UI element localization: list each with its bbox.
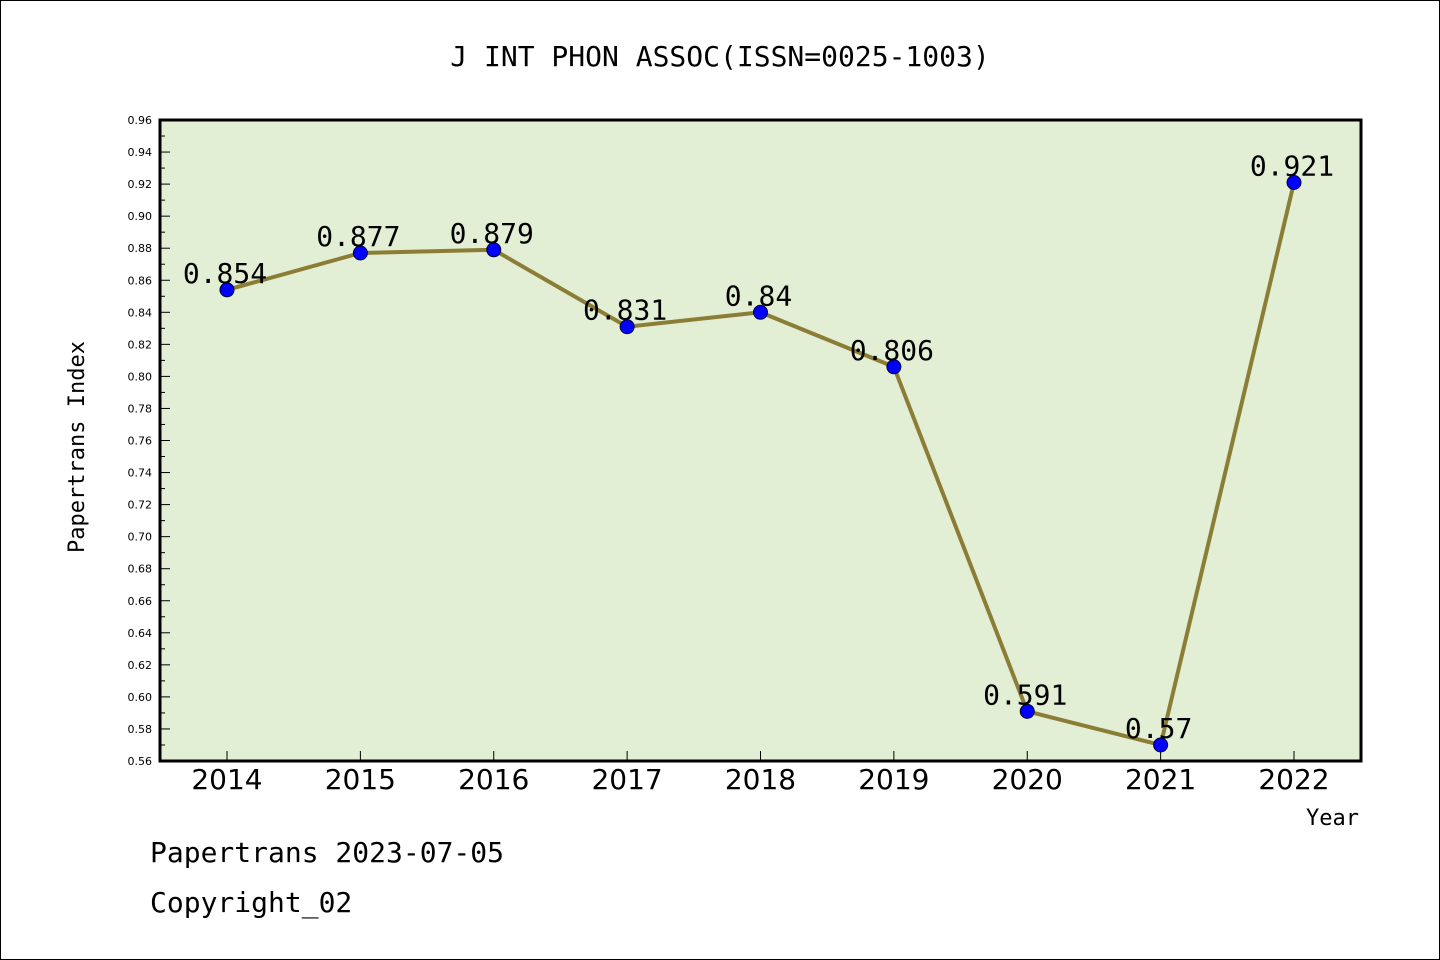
data-point	[1019, 703, 1035, 719]
data-point	[1286, 174, 1302, 190]
y-tick-label: 0.74	[128, 467, 153, 480]
y-tick-label: 0.86	[128, 274, 153, 287]
x-tick-label: 2017	[591, 763, 662, 796]
chart-title: J INT PHON ASSOC(ISSN=0025-1003)	[450, 40, 989, 73]
x-tick-label: 2016	[458, 763, 529, 796]
data-label: 0.84	[725, 279, 792, 312]
y-axis: 0.56 0.58 0.60 0.62 0.64 0.66 0.68 0.70 0.72 0.74…	[128, 114, 170, 768]
y-tick-label: 0.82	[128, 338, 153, 351]
y-tick-label: 0.58	[128, 723, 153, 736]
y-tick-label: 0.94	[128, 146, 153, 159]
y-tick-label: 0.84	[128, 306, 153, 319]
data-label: 0.591	[983, 678, 1067, 711]
footer-copyright: Copyright_02	[150, 886, 353, 919]
x-tick-label: 2022	[1258, 763, 1329, 796]
y-tick-label: 0.64	[128, 627, 153, 640]
data-point	[352, 245, 368, 261]
y-tick-label: 0.60	[128, 691, 153, 704]
y-tick-label: 0.76	[128, 435, 153, 448]
y-tick-label: 0.62	[128, 659, 153, 672]
data-label: 0.806	[850, 334, 934, 367]
data-label: 0.921	[1250, 149, 1334, 182]
data-labels: 0.854 0.877 0.879 0.831 0.84 0.806 0.591 0.57 0.…	[183, 149, 1334, 744]
plot-area	[158, 118, 1363, 763]
x-tick-label: 2015	[325, 763, 396, 796]
data-point	[619, 319, 635, 335]
y-tick-label: 0.78	[128, 402, 153, 415]
y-tick-label: 0.92	[128, 178, 153, 191]
y-tick-label: 0.80	[128, 370, 153, 383]
y-tick-label: 0.96	[128, 114, 153, 127]
y-tick-label: 0.68	[128, 563, 153, 576]
data-label: 0.57	[1125, 712, 1192, 745]
x-tick-label: 2020	[992, 763, 1063, 796]
data-label: 0.877	[316, 220, 400, 253]
y-tick-label: 0.70	[128, 531, 153, 544]
x-tick-label: 2021	[1125, 763, 1196, 796]
data-point	[486, 242, 502, 258]
data-point	[1153, 737, 1169, 753]
data-points	[219, 174, 1302, 753]
x-tick-label: 2019	[858, 763, 929, 796]
data-label: 0.879	[450, 217, 534, 250]
y-tick-label: 0.66	[128, 595, 153, 608]
y-tick-label: 0.72	[128, 499, 153, 512]
y-tick-label: 0.90	[128, 210, 153, 223]
y-axis-title: Papertrans Index	[65, 341, 90, 553]
data-point	[753, 304, 768, 320]
data-point	[886, 359, 902, 375]
y-tick-label: 0.88	[128, 242, 153, 255]
x-tick-label: 2018	[725, 763, 796, 796]
y-tick-label: 0.56	[128, 755, 153, 768]
x-axis: 2014 2015 2016 2017 2018 2019 2020 2021 2022	[191, 751, 1330, 796]
x-axis-title: Year	[1306, 806, 1359, 831]
footer-date: Papertrans 2023-07-05	[150, 836, 505, 869]
data-label: 0.854	[183, 257, 267, 290]
data-point	[219, 282, 235, 298]
x-tick-label: 2014	[191, 763, 262, 796]
data-label: 0.831	[583, 294, 667, 327]
